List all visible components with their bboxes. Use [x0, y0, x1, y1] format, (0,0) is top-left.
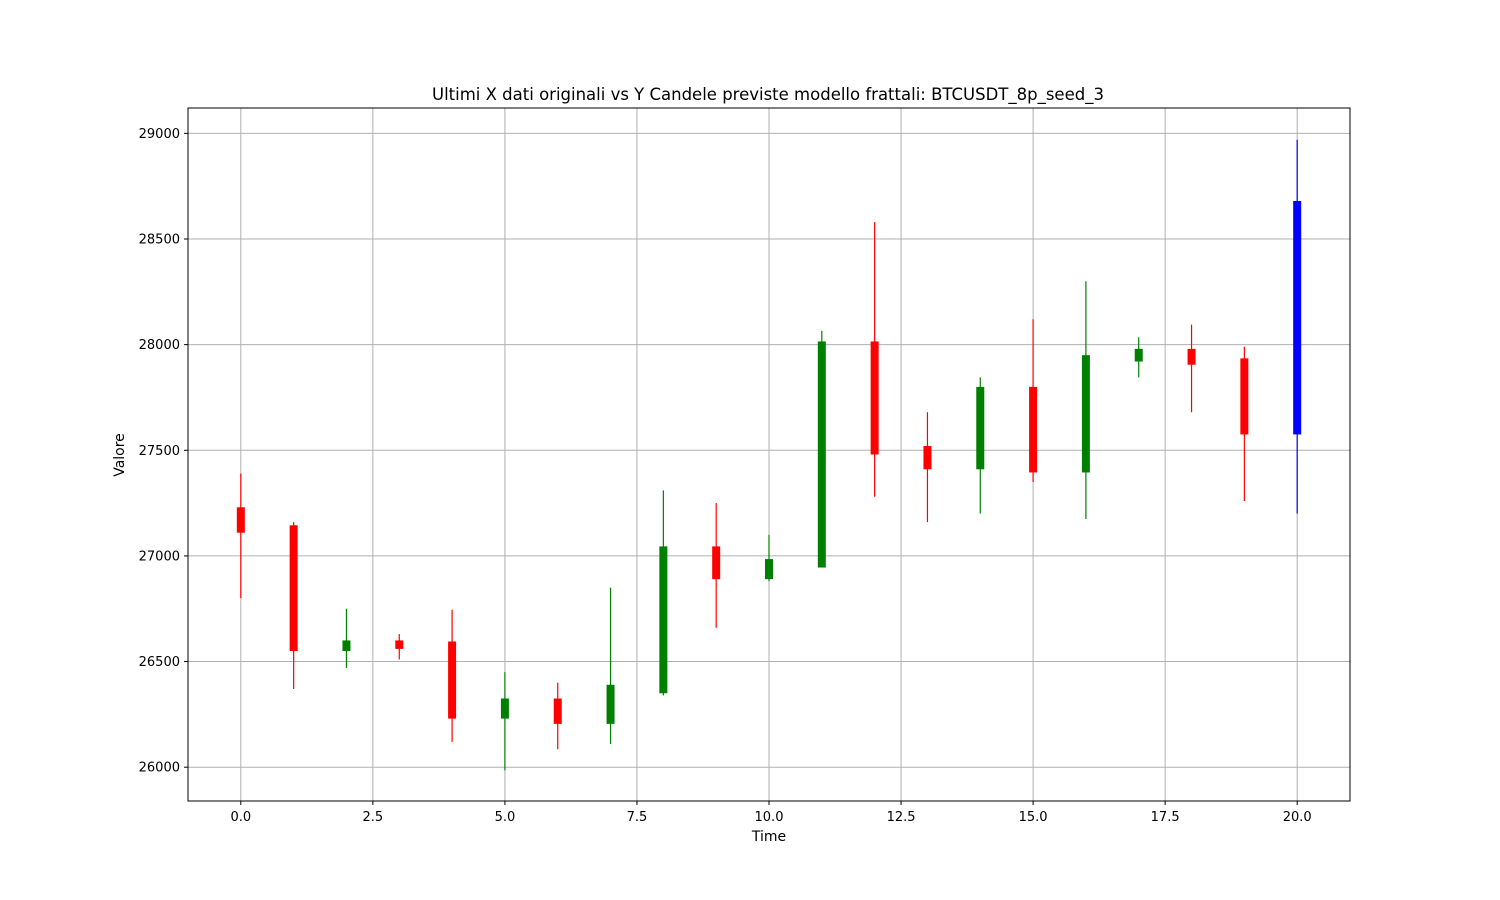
candle-up — [500, 672, 509, 771]
y-tick-label: 27500 — [139, 444, 180, 459]
candle-up — [1134, 337, 1143, 378]
candle-down — [553, 682, 562, 750]
candle-down — [448, 609, 457, 742]
candle-down — [236, 473, 245, 599]
candle-body — [923, 446, 932, 470]
candle-body — [500, 698, 509, 719]
x-tick-label: 0.0 — [230, 810, 251, 825]
candle-down — [870, 222, 879, 497]
y-tick-label: 27000 — [139, 549, 180, 564]
candles — [236, 139, 1302, 771]
x-axis-label: Time — [751, 829, 786, 845]
candle-down — [923, 412, 932, 523]
candle-up — [659, 490, 668, 696]
y-tick-label: 28000 — [139, 338, 180, 353]
y-tick-label: 28500 — [139, 232, 180, 247]
x-tick-label: 17.5 — [1151, 810, 1180, 825]
candle-forecast — [1293, 139, 1302, 514]
candle-body — [976, 386, 985, 470]
x-tick-label: 15.0 — [1019, 810, 1048, 825]
candle-body — [448, 641, 457, 719]
candle-down — [1240, 346, 1249, 501]
candle-body — [1134, 348, 1143, 362]
candle-down — [1029, 319, 1038, 482]
x-tick-label: 10.0 — [755, 810, 784, 825]
axis-ticks: 0.0 2.5 5.0 7.5 10.0 12.5 15.0 17.5 20.0 26000 265… — [139, 127, 1312, 825]
candle-body — [606, 684, 615, 724]
candle-body — [712, 546, 721, 580]
candle-body — [1187, 348, 1196, 365]
candle-body — [817, 341, 826, 568]
y-tick-label: 29000 — [139, 127, 180, 142]
candle-down — [1187, 324, 1196, 413]
candle-up — [342, 608, 351, 668]
candle-down — [395, 634, 404, 660]
x-tick-label: 7.5 — [627, 810, 648, 825]
y-tick-label: 26000 — [139, 761, 180, 776]
candle-body — [659, 546, 668, 694]
candle-body — [1240, 358, 1249, 435]
x-tick-label: 20.0 — [1283, 810, 1312, 825]
chart-title: Ultimi X dati originali vs Y Candele pre… — [432, 85, 1104, 105]
candle-body — [765, 559, 773, 580]
candle-up — [606, 587, 615, 744]
candle-body — [342, 640, 351, 651]
y-tick-label: 26500 — [139, 655, 180, 670]
candle-body — [553, 698, 562, 724]
x-tick-label: 2.5 — [363, 810, 384, 825]
candle-down — [289, 522, 298, 690]
x-tick-label: 12.5 — [887, 810, 916, 825]
candle-body — [1029, 386, 1038, 473]
candle-up — [976, 377, 985, 514]
candle-up — [765, 534, 773, 582]
candle-body — [1293, 200, 1302, 435]
candle-body — [870, 341, 879, 455]
candle-body — [1081, 355, 1090, 473]
candle-body — [289, 525, 298, 651]
candle-down — [712, 503, 721, 628]
x-tick-label: 5.0 — [495, 810, 516, 825]
y-axis-label: Valore — [112, 433, 128, 477]
candle-body — [236, 507, 245, 533]
candle-up — [1081, 281, 1090, 519]
candle-up — [817, 330, 826, 568]
candle-body — [395, 640, 404, 649]
